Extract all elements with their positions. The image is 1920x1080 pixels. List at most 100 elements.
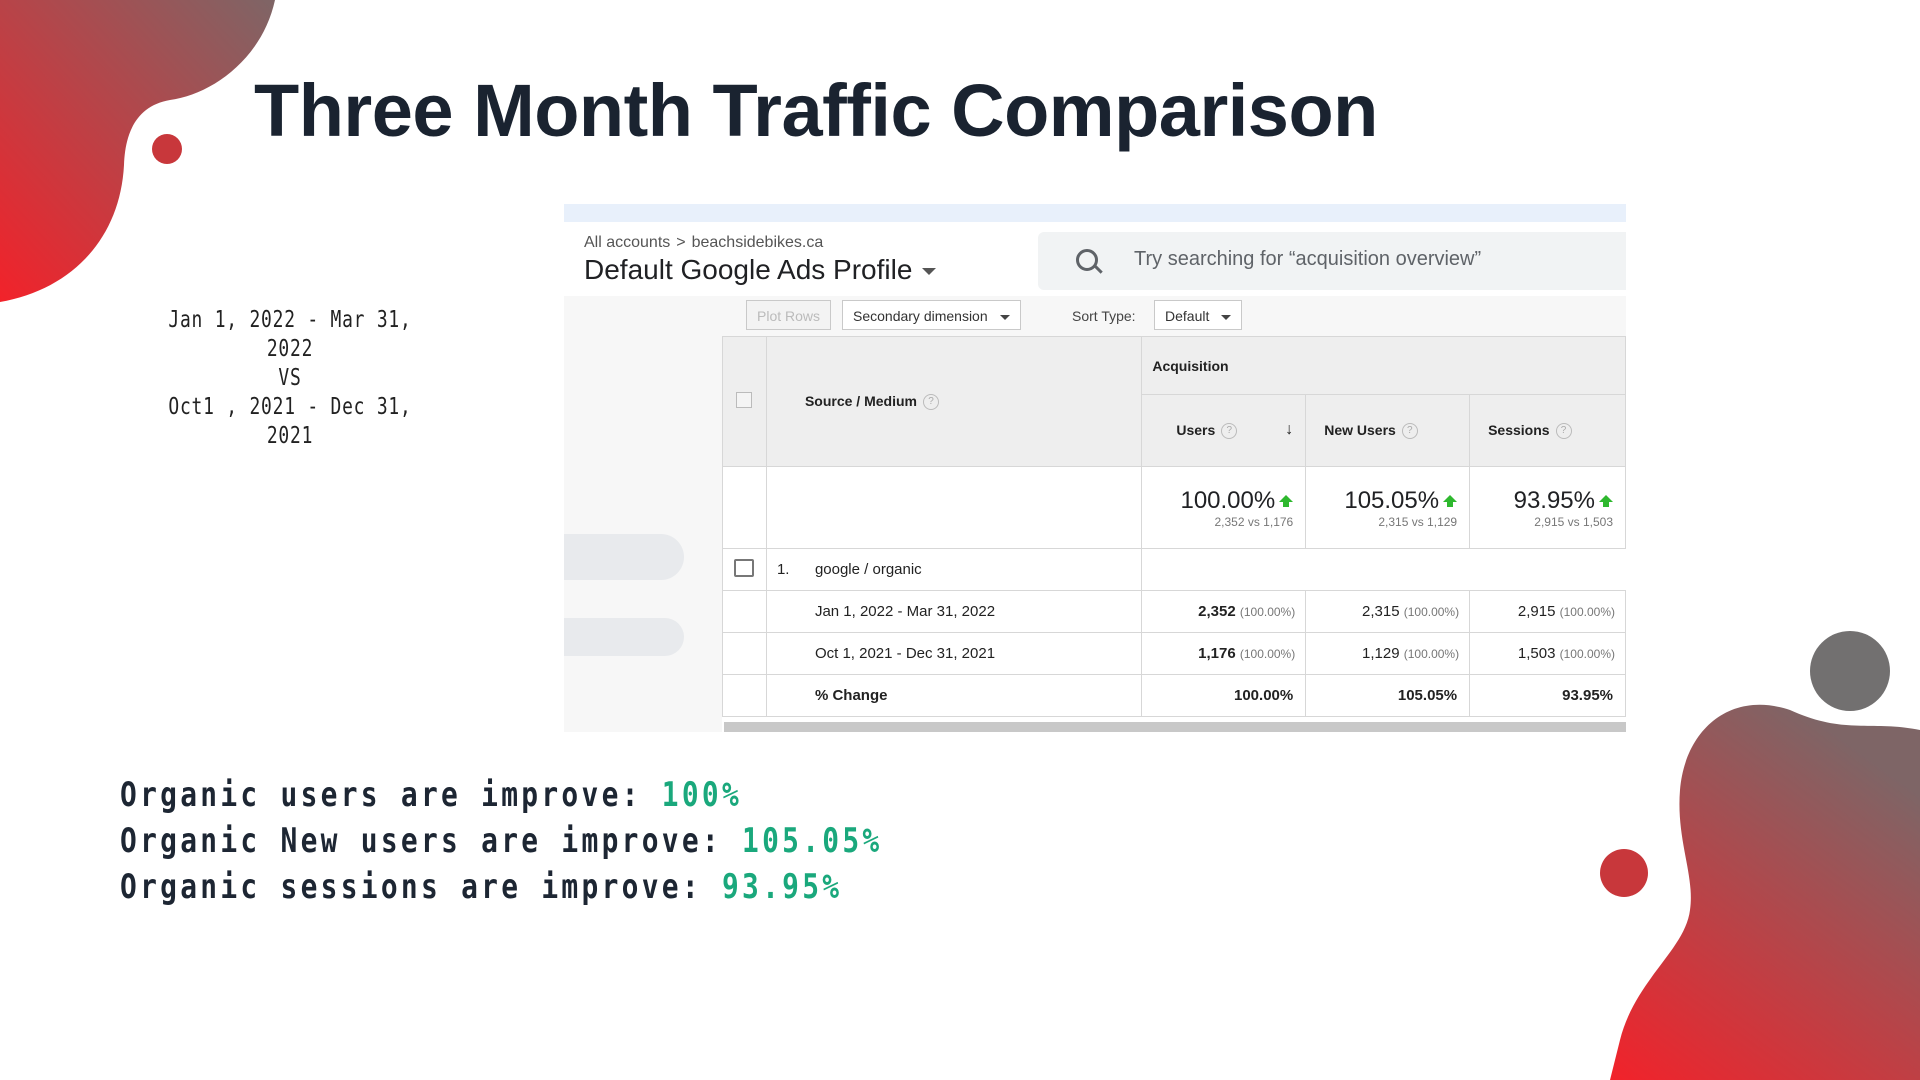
- chevron-down-icon: [1221, 314, 1232, 320]
- summary-line-new-users: Organic New users are improve: 105.05%: [120, 818, 882, 864]
- breadcrumb: All accounts > beachsidebikes.ca: [584, 234, 823, 252]
- row-source-label[interactable]: google / organic: [814, 561, 922, 578]
- row-source[interactable]: 1. google / organic: [765, 548, 1143, 591]
- sort-type-value: Default: [1165, 308, 1210, 324]
- dimension-header-label: Source / Medium: [804, 392, 917, 409]
- cell-new-users: 2,315 (100.00%): [1305, 590, 1471, 633]
- summary-line-users: Organic users are improve: 100%: [120, 772, 882, 818]
- summary-value: 100%: [661, 775, 743, 815]
- arrow-up-icon: [1599, 494, 1613, 507]
- cell-pct: (100.00%): [1239, 605, 1296, 619]
- plot-rows-button[interactable]: Plot Rows: [746, 300, 832, 330]
- change-value: 93.95%: [1513, 486, 1595, 514]
- profile-selector[interactable]: Default Google Ads Profile: [584, 254, 937, 286]
- secondary-dimension-label: Secondary dimension: [853, 308, 988, 324]
- table-row: 1. google / organic: [722, 548, 1626, 591]
- help-icon[interactable]: ?: [1555, 423, 1572, 440]
- analytics-screenshot: All accounts > beachsidebikes.ca Default G…: [564, 204, 1626, 732]
- cell-pct: (100.00%): [1403, 605, 1460, 619]
- dimension-header[interactable]: Source / Medium?: [765, 336, 1143, 467]
- table-row: % Change 100.00% 105.05% 93.95%: [722, 674, 1626, 717]
- cell-pct: (100.00%): [1559, 605, 1615, 619]
- totals-label: [765, 466, 1143, 549]
- change-value: 105.05%: [1344, 486, 1440, 514]
- total-users: 100.00% 2,352 vs 1,176: [1141, 466, 1307, 549]
- table-row: Oct 1, 2021 - Dec 31, 2021 1,176 (100.00…: [722, 632, 1626, 675]
- breadcrumb-root[interactable]: All accounts: [584, 234, 671, 251]
- profile-name: Default Google Ads Profile: [584, 254, 913, 285]
- compare-value: 2,915 vs 1,503: [1534, 514, 1613, 529]
- row-index: 1.: [776, 561, 790, 578]
- chevron-down-icon: [922, 268, 937, 276]
- select-all-checkbox[interactable]: [736, 392, 753, 408]
- cell-value: 1,503: [1517, 645, 1556, 662]
- secondary-dimension-dropdown[interactable]: Secondary dimension: [842, 300, 1021, 330]
- group-header: Acquisition: [1141, 336, 1626, 395]
- cell-value: 1,129: [1362, 645, 1400, 662]
- cell-new-users: 105.05%: [1305, 674, 1471, 717]
- report-table: Source / Medium? Acquisition Users? ↓ New…: [722, 336, 1626, 717]
- row-checkbox[interactable]: [734, 558, 755, 577]
- table-controls: Plot Rows Secondary dimension Sort Type:…: [722, 296, 1626, 336]
- summary-label: Organic New users are improve:: [120, 821, 722, 861]
- sub-row-label: Oct 1, 2021 - Dec 31, 2021: [765, 632, 1143, 675]
- cell-sessions: 1,503 (100.00%): [1469, 632, 1626, 675]
- cell-value: 1,176: [1198, 645, 1236, 662]
- red-dot-bottom-right: [1600, 849, 1648, 897]
- row-checkbox-cell: [722, 548, 767, 591]
- select-all-cell: [722, 336, 767, 467]
- cell-pct: (100.00%): [1559, 647, 1615, 661]
- breadcrumb-property[interactable]: beachsidebikes.ca: [691, 234, 824, 251]
- cell-users: 2,352 (100.00%): [1141, 590, 1307, 633]
- search-placeholder: Try searching for “acquisition overview”: [1134, 248, 1482, 270]
- chevron-down-icon: [999, 314, 1010, 320]
- help-icon[interactable]: ?: [922, 394, 939, 411]
- summary-value: 105.05%: [742, 821, 883, 861]
- change-value: 100.00%: [1180, 486, 1276, 514]
- arrow-down-icon: ↓: [1285, 421, 1294, 438]
- table-row: Jan 1, 2022 - Mar 31, 2022 2,352 (100.00…: [722, 590, 1626, 633]
- breadcrumb-separator: >: [676, 234, 686, 251]
- cell-pct: (100.00%): [1239, 647, 1296, 661]
- sub-row-blank: [722, 632, 767, 675]
- sort-type-label: Sort Type:: [1072, 308, 1136, 324]
- browser-top-strip: [564, 204, 1626, 222]
- nav-pill[interactable]: [564, 534, 684, 580]
- date-ranges: Jan 1, 2022 - Mar 31, 2022 VS Oct1 , 202…: [157, 306, 422, 451]
- summary-value: 93.95%: [721, 867, 843, 907]
- summary-block: Organic users are improve: 100% Organic …: [120, 772, 882, 910]
- cell-sessions: 2,915 (100.00%): [1469, 590, 1626, 633]
- help-icon[interactable]: ?: [1221, 423, 1238, 440]
- horizontal-scrollbar[interactable]: [724, 722, 1626, 732]
- summary-line-sessions: Organic sessions are improve: 93.95%: [120, 864, 882, 910]
- top-left-blob: [0, 0, 275, 302]
- totals-blank: [722, 466, 767, 549]
- summary-label: Organic users are improve:: [120, 775, 642, 815]
- bottom-right-blob: [1610, 704, 1920, 1080]
- date-range-vs: VS: [278, 365, 302, 391]
- search-icon: [1076, 249, 1098, 271]
- column-label: Users: [1176, 421, 1216, 438]
- sort-type-dropdown[interactable]: Default: [1154, 300, 1243, 330]
- column-header-users[interactable]: Users? ↓: [1141, 394, 1307, 467]
- page-title: Three Month Traffic Comparison: [254, 69, 1378, 152]
- sub-row-label: % Change: [765, 674, 1143, 717]
- cell-value: 2,352: [1198, 603, 1236, 620]
- row-empty: [1141, 548, 1626, 591]
- help-icon[interactable]: ?: [1401, 423, 1418, 440]
- sub-row-blank: [722, 590, 767, 633]
- column-header-sessions[interactable]: Sessions?: [1469, 394, 1626, 467]
- total-sessions: 93.95% 2,915 vs 1,503: [1469, 466, 1626, 549]
- column-label: Sessions: [1488, 421, 1550, 438]
- cell-pct: (100.00%): [1403, 647, 1460, 661]
- cell-value: 2,315: [1362, 603, 1400, 620]
- cell-sessions: 93.95%: [1469, 674, 1626, 717]
- search-input[interactable]: Try searching for “acquisition overview”: [1038, 232, 1626, 290]
- total-new-users: 105.05% 2,315 vs 1,129: [1305, 466, 1471, 549]
- arrow-up-icon: [1279, 494, 1294, 507]
- date-range-previous: Oct1 , 2021 - Dec 31, 2021: [168, 394, 412, 449]
- grey-dot-right: [1810, 631, 1890, 711]
- column-header-new-users[interactable]: New Users?: [1305, 394, 1471, 467]
- arrow-up-icon: [1443, 494, 1458, 507]
- nav-pill[interactable]: [564, 618, 684, 656]
